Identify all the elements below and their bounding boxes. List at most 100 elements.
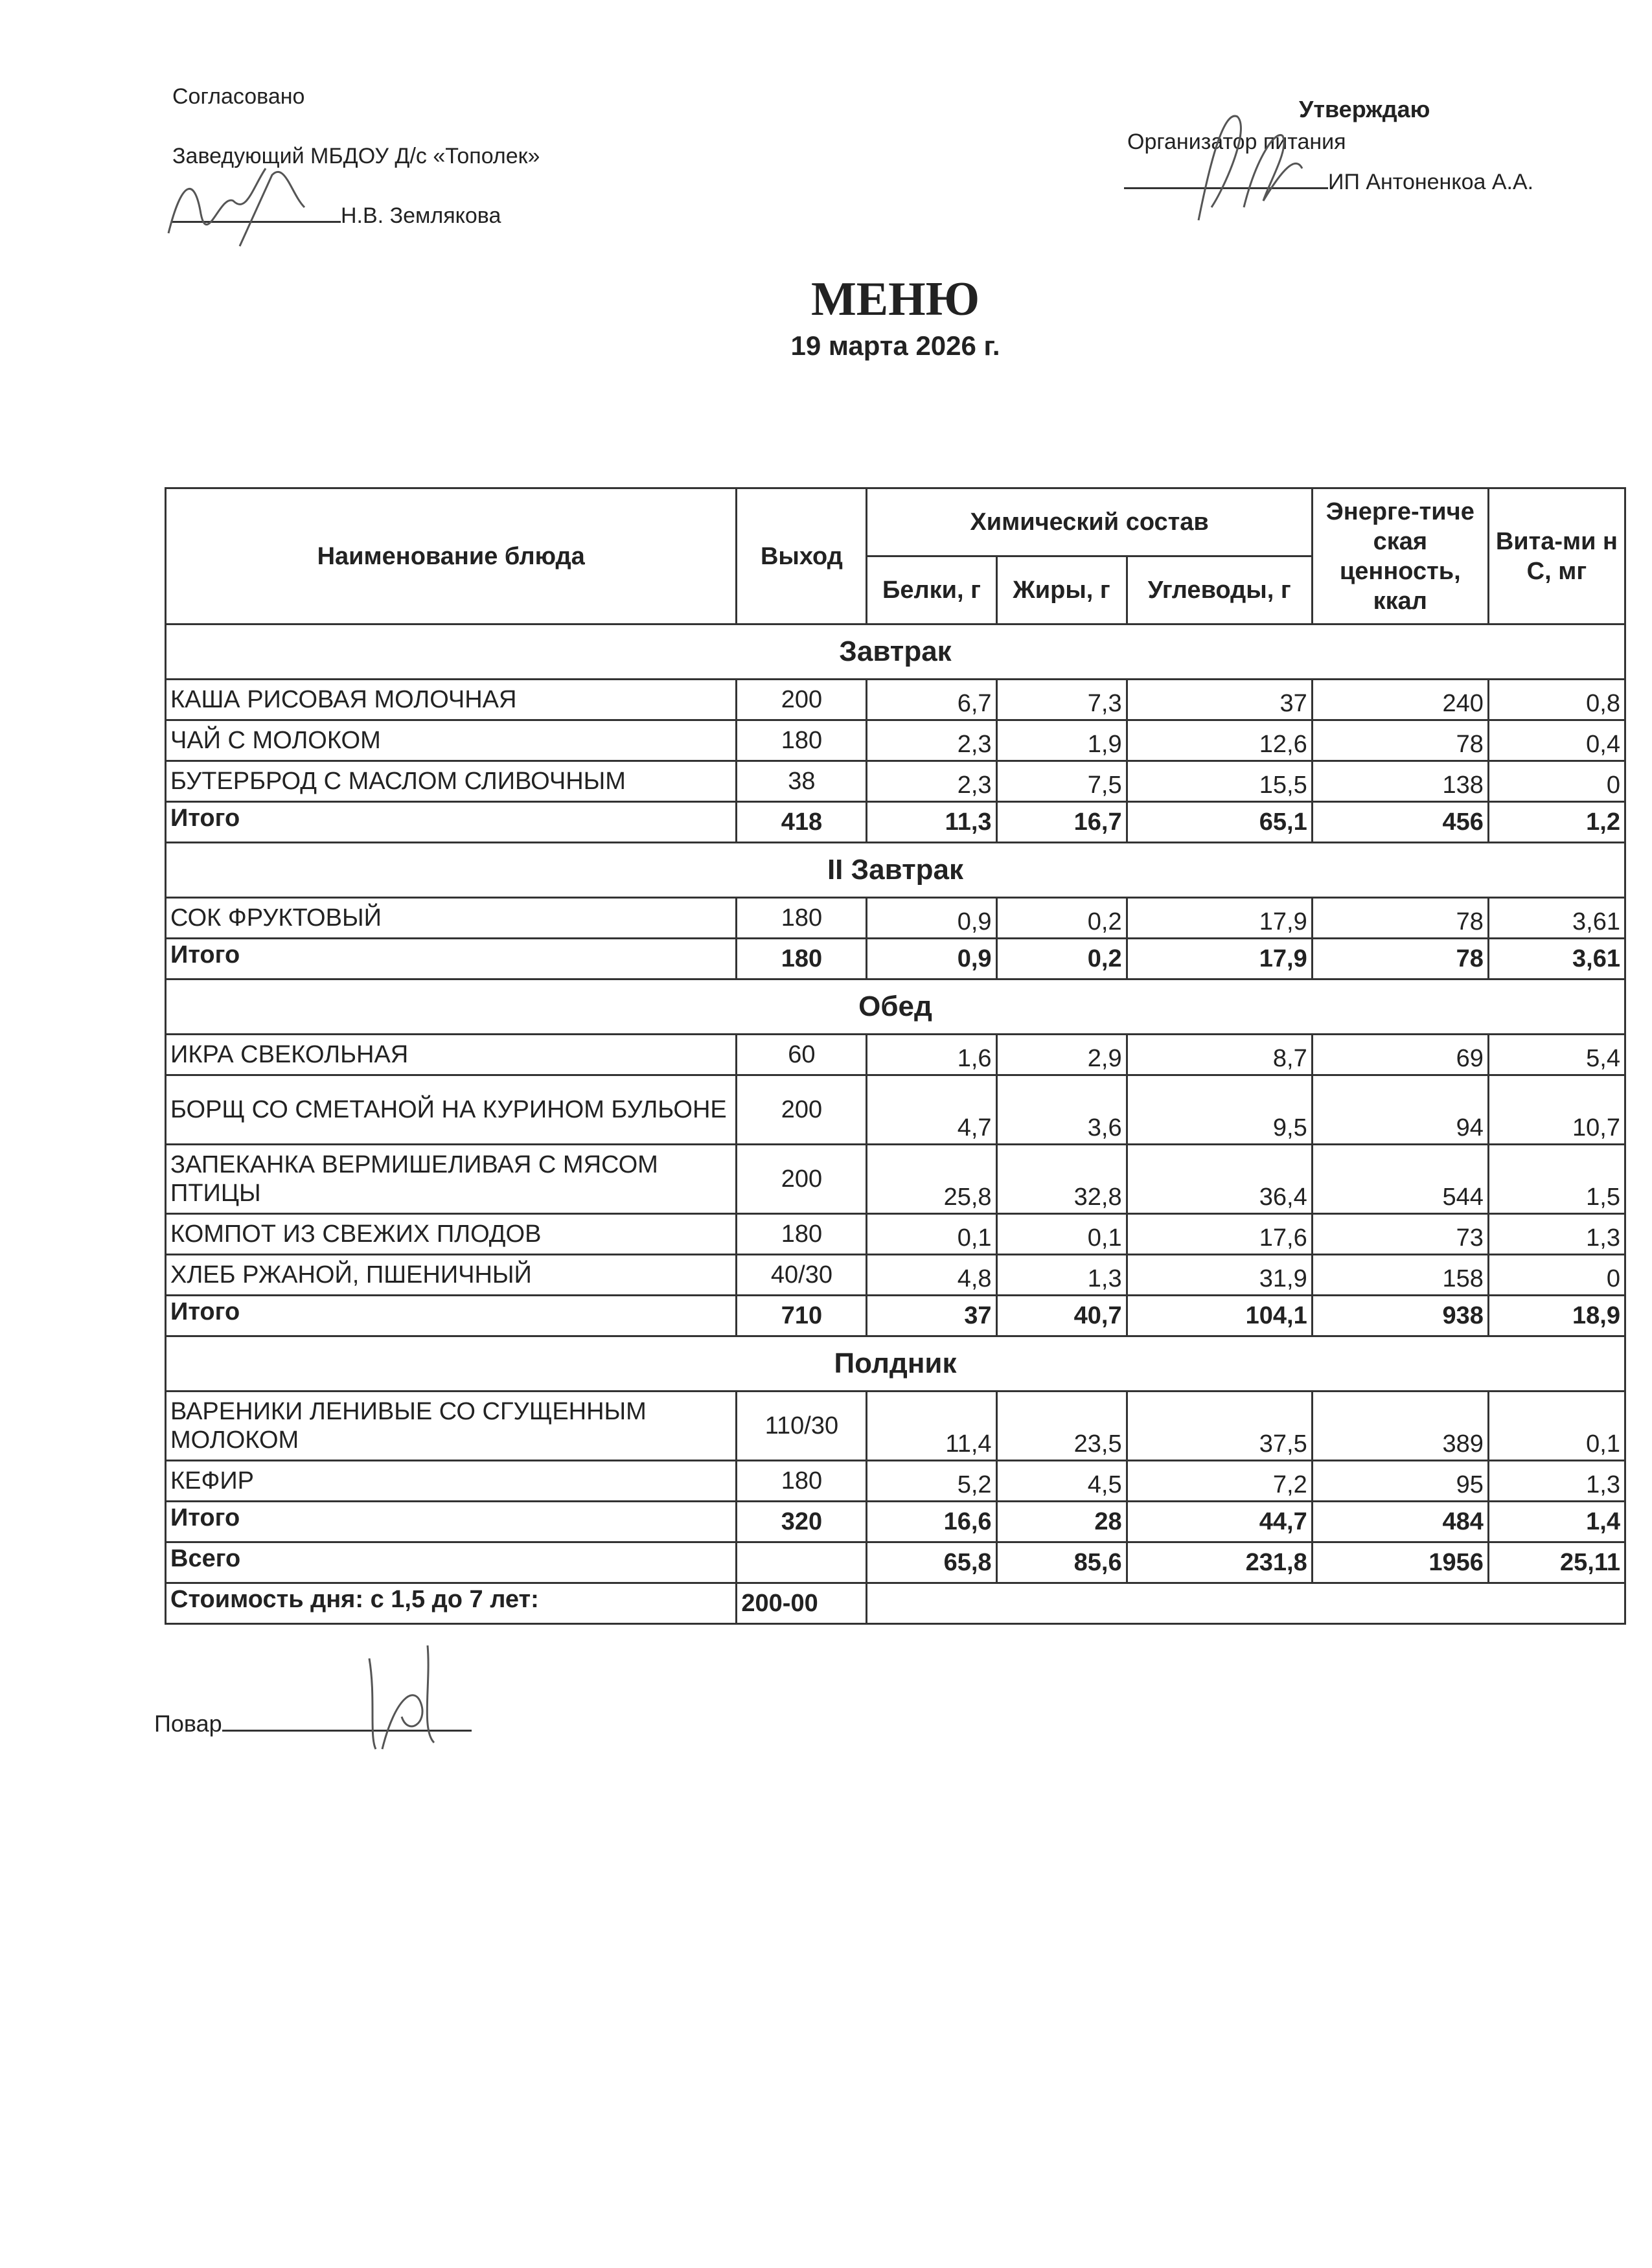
cell-vitamin-c: 0 <box>1487 760 1627 803</box>
cell-energy: 94 <box>1311 1074 1489 1145</box>
cell-carbs: 104,1 <box>1125 1294 1313 1337</box>
cell-dish-name: ВАРЕНИКИ ЛЕНИВЫЕ СО СГУЩЕННЫМ МОЛОКОМ <box>164 1390 738 1461</box>
cell-vitamin-c: 5,4 <box>1487 1033 1627 1076</box>
section-header: II Завтрак <box>165 842 1626 899</box>
cell-dish-name: Итого <box>164 937 738 980</box>
table-row: КАША РИСОВАЯ МОЛОЧНАЯ 200 6,7 7,3 37 240 0,8 <box>164 678 1627 721</box>
cell-output: 180 <box>735 937 868 980</box>
cell-energy: 138 <box>1311 760 1489 803</box>
section-title: Полдник <box>165 1335 1626 1392</box>
cell-proteins: 16,6 <box>866 1500 998 1543</box>
cell-proteins: 4,7 <box>866 1074 998 1145</box>
cell-energy: 78 <box>1311 937 1489 980</box>
cell-energy: 389 <box>1311 1390 1489 1461</box>
table-row: СОК ФРУКТОВЫЙ 180 0,9 0,2 17,9 78 3,61 <box>164 897 1627 939</box>
cell-fats: 0,2 <box>995 897 1128 939</box>
cell-fats: 16,7 <box>995 801 1128 843</box>
cell-output: 180 <box>735 1460 868 1502</box>
cell-carbs: 37,5 <box>1125 1390 1313 1461</box>
cell-dish-name: Итого <box>164 801 738 843</box>
cell-output: 110/30 <box>735 1390 868 1461</box>
approver-position: Заведующий МБДОУ Д/с «Тополек» <box>172 144 540 168</box>
cell-dish-name: Итого <box>164 1500 738 1543</box>
cell-carbs: 31,9 <box>1125 1254 1313 1296</box>
cell-energy: 938 <box>1311 1294 1489 1337</box>
cell-output: 180 <box>735 897 868 939</box>
cell-energy: 69 <box>1311 1033 1489 1076</box>
cell-vitamin-c: 3,61 <box>1487 897 1627 939</box>
cell-proteins: 5,2 <box>866 1460 998 1502</box>
total-row: Итого 418 11,3 16,7 65,1 456 1,2 <box>164 801 1627 843</box>
menu-table: Наименование блюда Выход Химический сост… <box>164 487 1627 1625</box>
cell-vitamin-c: 25,11 <box>1487 1541 1627 1584</box>
cell-proteins: 0,1 <box>866 1213 998 1255</box>
cell-fats: 1,3 <box>995 1254 1128 1296</box>
table-row: ЧАЙ С МОЛОКОМ 180 2,3 1,9 12,6 78 0,4 <box>164 719 1627 762</box>
cell-dish-name: ИКРА СВЕКОЛЬНАЯ <box>164 1033 738 1076</box>
cell-output: 710 <box>735 1294 868 1337</box>
cost-row: Стоимость дня: с 1,5 до 7 лет: 200-00 <box>164 1582 1626 1625</box>
section-title: Завтрак <box>165 623 1626 680</box>
cell-carbs: 9,5 <box>1125 1074 1313 1145</box>
cell-output: 200 <box>735 1074 868 1145</box>
cell-carbs: 231,8 <box>1125 1541 1313 1584</box>
table-row: ЗАПЕКАНКА ВЕРМИШЕЛИВАЯ С МЯСОМ ПТИЦЫ 200 2… <box>164 1143 1627 1215</box>
cell-vitamin-c: 10,7 <box>1487 1074 1627 1145</box>
section-title: II Завтрак <box>165 842 1626 899</box>
cell-vitamin-c: 18,9 <box>1487 1294 1627 1337</box>
page-title: МЕНЮ <box>810 273 980 326</box>
cell-carbs: 7,2 <box>1125 1460 1313 1502</box>
menu-date: 19 марта 2026 г. <box>790 330 1000 361</box>
table-row: ИКРА СВЕКОЛЬНАЯ 60 1,6 2,9 8,7 69 5,4 <box>164 1033 1627 1076</box>
col-header-chem: Химический состав <box>866 487 1313 557</box>
cell-carbs: 17,9 <box>1125 937 1313 980</box>
cell-dish-name: Итого <box>164 1294 738 1337</box>
cook-label: Повар <box>154 1710 222 1737</box>
col-header-carbs: Углеводы, г <box>1125 555 1313 625</box>
col-header-energy: Энерге-тиче ская ценность, ккал <box>1311 487 1489 625</box>
cell-dish-name: ЗАПЕКАНКА ВЕРМИШЕЛИВАЯ С МЯСОМ ПТИЦЫ <box>164 1143 738 1215</box>
cell-dish-name: СОК ФРУКТОВЫЙ <box>164 897 738 939</box>
col-header-name: Наименование блюда <box>164 487 738 625</box>
cell-dish-name: Всего <box>164 1541 738 1584</box>
cell-energy: 1956 <box>1311 1541 1489 1584</box>
cell-output: 200 <box>735 678 868 721</box>
cell-energy: 544 <box>1311 1143 1489 1215</box>
cell-fats: 7,3 <box>995 678 1128 721</box>
col-header-vitc: Вита-ми н С, мг <box>1487 487 1627 625</box>
cost-value: 200-00 <box>735 1582 868 1625</box>
cell-fats: 0,1 <box>995 1213 1128 1255</box>
cell-dish-name: КАША РИСОВАЯ МОЛОЧНАЯ <box>164 678 738 721</box>
table-row: ВАРЕНИКИ ЛЕНИВЫЕ СО СГУЩЕННЫМ МОЛОКОМ 110… <box>164 1390 1627 1461</box>
approver-signature-line: Н.В. Землякова <box>172 203 501 229</box>
cell-vitamin-c: 0,4 <box>1487 719 1627 762</box>
cell-dish-name: ХЛЕБ РЖАНОЙ, ПШЕНИЧНЫЙ <box>164 1254 738 1296</box>
cell-energy: 78 <box>1311 897 1489 939</box>
section-header: Обед <box>165 978 1626 1035</box>
cell-vitamin-c: 1,2 <box>1487 801 1627 843</box>
total-row: Итого 180 0,9 0,2 17,9 78 3,61 <box>164 937 1627 980</box>
signature-right <box>1197 115 1303 221</box>
signature-cook <box>368 1645 435 1750</box>
cell-energy: 456 <box>1311 801 1489 843</box>
cell-fats: 4,5 <box>995 1460 1128 1502</box>
cell-vitamin-c: 1,3 <box>1487 1460 1627 1502</box>
col-header-fats: Жиры, г <box>995 555 1128 625</box>
cell-dish-name: БУТЕРБРОД С МАСЛОМ СЛИВОЧНЫМ <box>164 760 738 803</box>
cell-output: 418 <box>735 801 868 843</box>
cell-fats: 2,9 <box>995 1033 1128 1076</box>
table-row: КОМПОТ ИЗ СВЕЖИХ ПЛОДОВ 180 0,1 0,1 17,6 73 1,… <box>164 1213 1627 1255</box>
cell-fats: 23,5 <box>995 1390 1128 1461</box>
table-row: ХЛЕБ РЖАНОЙ, ПШЕНИЧНЫЙ 40/30 4,8 1,3 31,9 158… <box>164 1254 1627 1296</box>
cost-label: Стоимость дня: с 1,5 до 7 лет: <box>164 1582 738 1625</box>
cell-carbs: 36,4 <box>1125 1143 1313 1215</box>
cost-empty <box>866 1582 1626 1625</box>
cell-dish-name: КЕФИР <box>164 1460 738 1502</box>
cell-output: 38 <box>735 760 868 803</box>
cell-proteins: 1,6 <box>866 1033 998 1076</box>
cell-energy: 484 <box>1311 1500 1489 1543</box>
cell-fats: 0,2 <box>995 937 1128 980</box>
cell-proteins: 2,3 <box>866 719 998 762</box>
cell-output: 180 <box>735 1213 868 1255</box>
cell-vitamin-c: 1,4 <box>1487 1500 1627 1543</box>
